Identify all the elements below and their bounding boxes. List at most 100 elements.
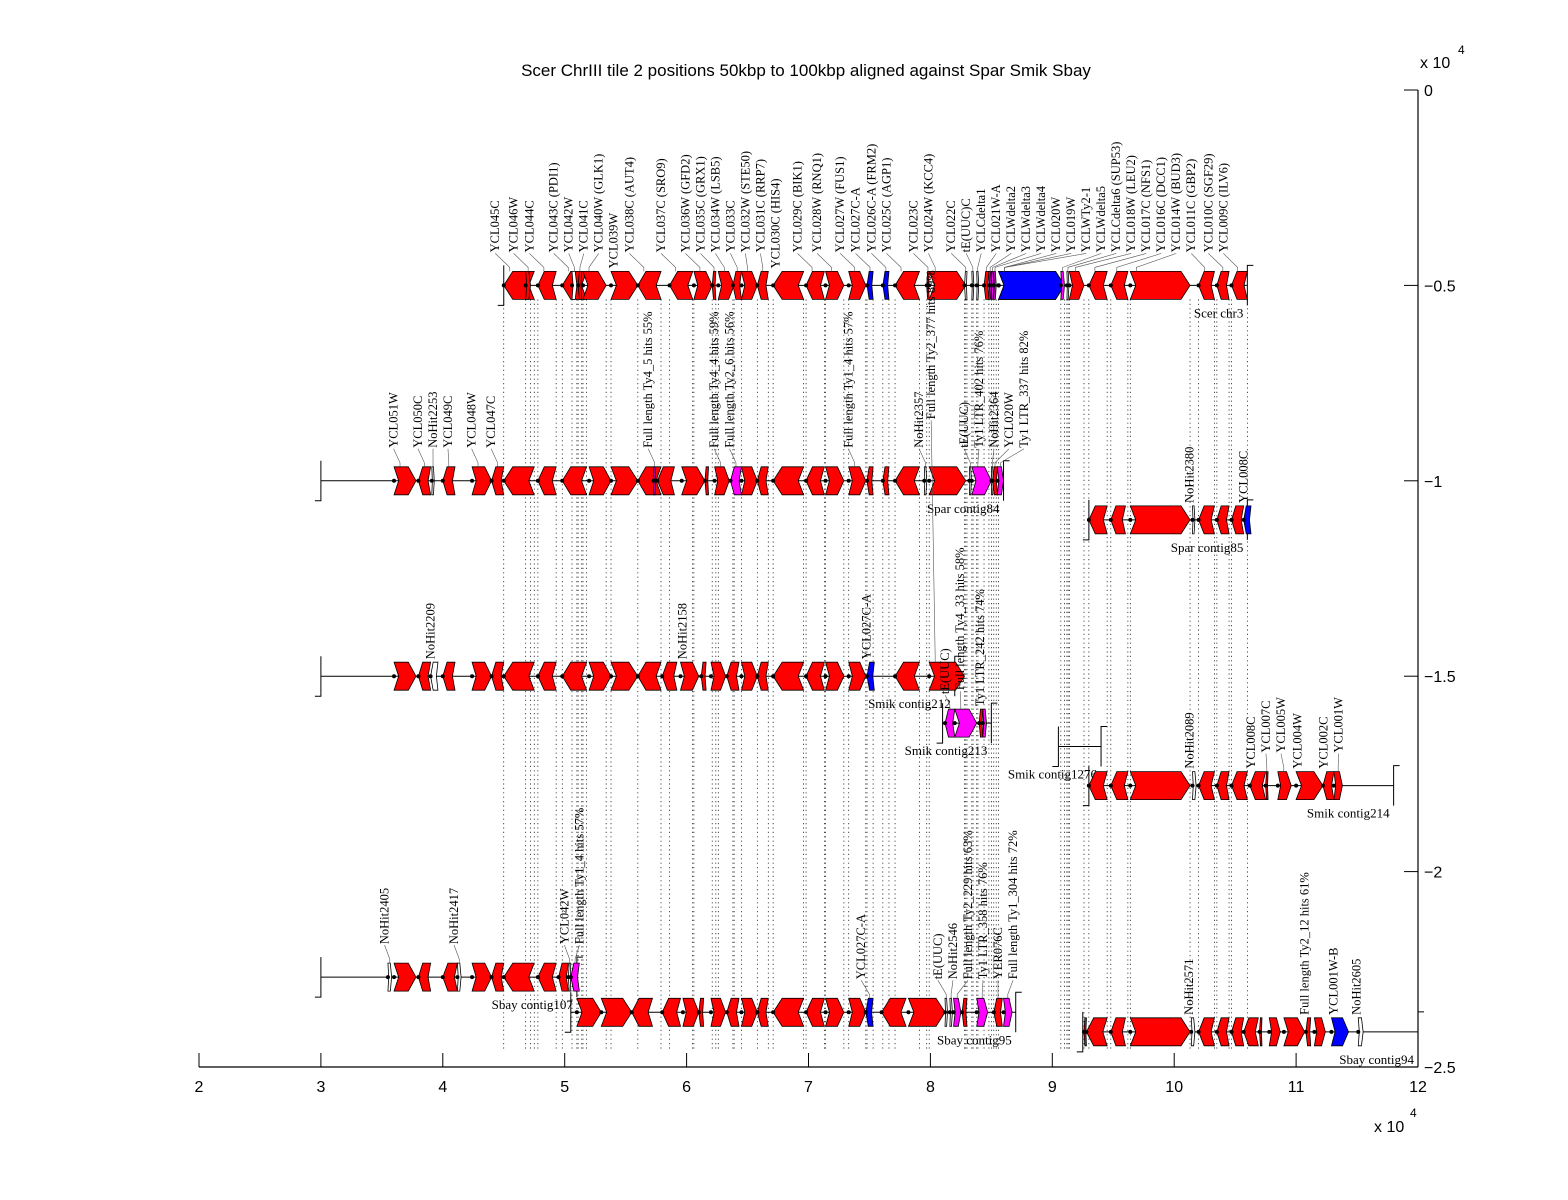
gene-label: YCLWdelta4 <box>1034 185 1048 252</box>
gene-start-dot <box>980 721 985 726</box>
gene-start-dot <box>489 478 494 483</box>
gene-start-dot <box>1190 783 1195 788</box>
gene-start-dot <box>755 1010 760 1015</box>
gene-start-dot <box>501 674 506 679</box>
gene-arrow <box>1129 771 1191 801</box>
gene-arrow <box>1231 505 1245 535</box>
gene-start-dot <box>580 283 585 288</box>
label-leader-line <box>564 945 570 964</box>
gene-start-dot <box>1128 783 1133 788</box>
gene-arrow <box>825 270 845 300</box>
gene-label: YCL022C <box>944 200 958 252</box>
gene-start-dot <box>1084 1029 1089 1034</box>
gene-arrow <box>693 270 713 300</box>
gene-start-dot <box>728 478 733 483</box>
gene-start-dot <box>489 674 494 679</box>
gene-start-dot <box>651 478 656 483</box>
gene-arrow <box>805 997 825 1027</box>
contig-track: NoHit2209 NoHit2158 YCL027C-A Full length T… <box>314 270 966 711</box>
gene-arrow <box>772 997 805 1027</box>
gene-start-dot <box>1281 1029 1286 1034</box>
gene-label: YCL030C (HIS4) <box>768 178 782 268</box>
gene-start-dot <box>969 283 974 288</box>
gene-label: YCL027C-A <box>849 187 863 252</box>
gene-start-dot <box>943 1010 948 1015</box>
y-tick-label: −2 <box>1424 865 1442 882</box>
gene-label: YCL017C (NFS1) <box>1139 160 1153 253</box>
gene-start-dot <box>1329 1029 1334 1034</box>
gene-label: YCL020W <box>1002 392 1016 448</box>
gene-arrow <box>894 270 921 300</box>
x-tick-label: 10 <box>1165 1079 1183 1096</box>
gene-label: YCL011C (GBP2) <box>1184 159 1198 253</box>
gene-label: NoHit2605 <box>1350 959 1364 1015</box>
gene-label: YCLWdelta3 <box>1019 186 1033 252</box>
gene-start-dot <box>708 1010 713 1015</box>
gene-arrow <box>1231 1017 1245 1047</box>
label-leader-line <box>989 253 1012 272</box>
gene-arrow <box>681 466 706 496</box>
label-leader-line <box>1208 253 1224 272</box>
gene-label: NoHit2417 <box>447 888 461 944</box>
x-tick-label: 5 <box>560 1079 569 1096</box>
contig-name-label: Scer chr3 <box>1194 305 1243 320</box>
gene-label: Full length Ty2_12 hits 61% <box>1297 872 1311 1015</box>
gene-start-dot <box>846 478 851 483</box>
gene-label: YCL002C <box>1317 717 1331 769</box>
gene-arrow <box>418 962 432 992</box>
gene-start-dot <box>893 674 898 679</box>
gene-arrow <box>600 997 633 1027</box>
gene-start-dot <box>1189 1029 1194 1034</box>
gene-arrow <box>1088 270 1108 300</box>
label-leader-line <box>977 253 982 272</box>
label-leader-line <box>959 691 962 710</box>
gene-start-dot <box>1108 517 1113 522</box>
gene-start-dot <box>560 674 565 679</box>
gene-label: YCL020W <box>1049 197 1063 253</box>
gene-label: YCL001W-B <box>1326 947 1340 1014</box>
x-tick-label: 9 <box>1048 1079 1057 1096</box>
label-leader-line <box>647 448 655 467</box>
label-leader-line <box>886 253 902 272</box>
contig-end-bracket <box>1100 726 1108 767</box>
gene-start-dot <box>739 674 744 679</box>
chart-title: Scer ChrIII tile 2 positions 50kbp to 10… <box>521 61 1091 80</box>
gene-start-dot <box>1214 783 1219 788</box>
gene-arrow <box>993 997 1003 1027</box>
gene-label: NoHit2546 <box>946 923 960 979</box>
gene-start-dot <box>392 674 397 679</box>
label-leader-line <box>930 420 936 663</box>
gene-start-dot <box>501 478 506 483</box>
label-leader-line <box>495 253 511 272</box>
gene-arrow <box>928 661 966 691</box>
gene-start-dot <box>691 283 696 288</box>
gene-label: YCL040W (GLK1) <box>592 154 606 253</box>
gene-arrow <box>866 661 875 691</box>
gene-start-dot <box>974 1010 979 1015</box>
gene-start-dot <box>846 1010 851 1015</box>
gene-arrow <box>442 466 456 496</box>
gene-start-dot <box>1214 1029 1219 1034</box>
gene-start-dot <box>804 478 809 483</box>
gene-start-dot <box>599 1010 604 1015</box>
gene-start-dot <box>678 674 683 679</box>
gene-arrow <box>894 661 921 691</box>
gene-start-dot <box>823 674 828 679</box>
gene-start-dot <box>804 674 809 679</box>
gene-start-dot <box>696 1010 701 1015</box>
gene-arrow <box>730 466 742 496</box>
gene-arrow <box>442 962 458 992</box>
gene-start-dot <box>969 478 974 483</box>
gene-arrow <box>561 661 588 691</box>
label-leader-line <box>471 448 479 467</box>
gene-arrow <box>588 466 612 496</box>
gene-start-dot <box>739 1010 744 1015</box>
y-tick-label: −1 <box>1424 474 1442 491</box>
gene-label: YCL050C <box>411 396 425 448</box>
gene-start-dot <box>667 283 672 288</box>
y-multiplier: x 10 <box>1420 55 1450 72</box>
contig-track: Smik contig1276 <box>1008 726 1108 782</box>
label-leader-line <box>986 253 997 272</box>
contig-name-label: Smik contig1276 <box>1008 767 1098 782</box>
label-leader-line <box>1007 980 1014 999</box>
